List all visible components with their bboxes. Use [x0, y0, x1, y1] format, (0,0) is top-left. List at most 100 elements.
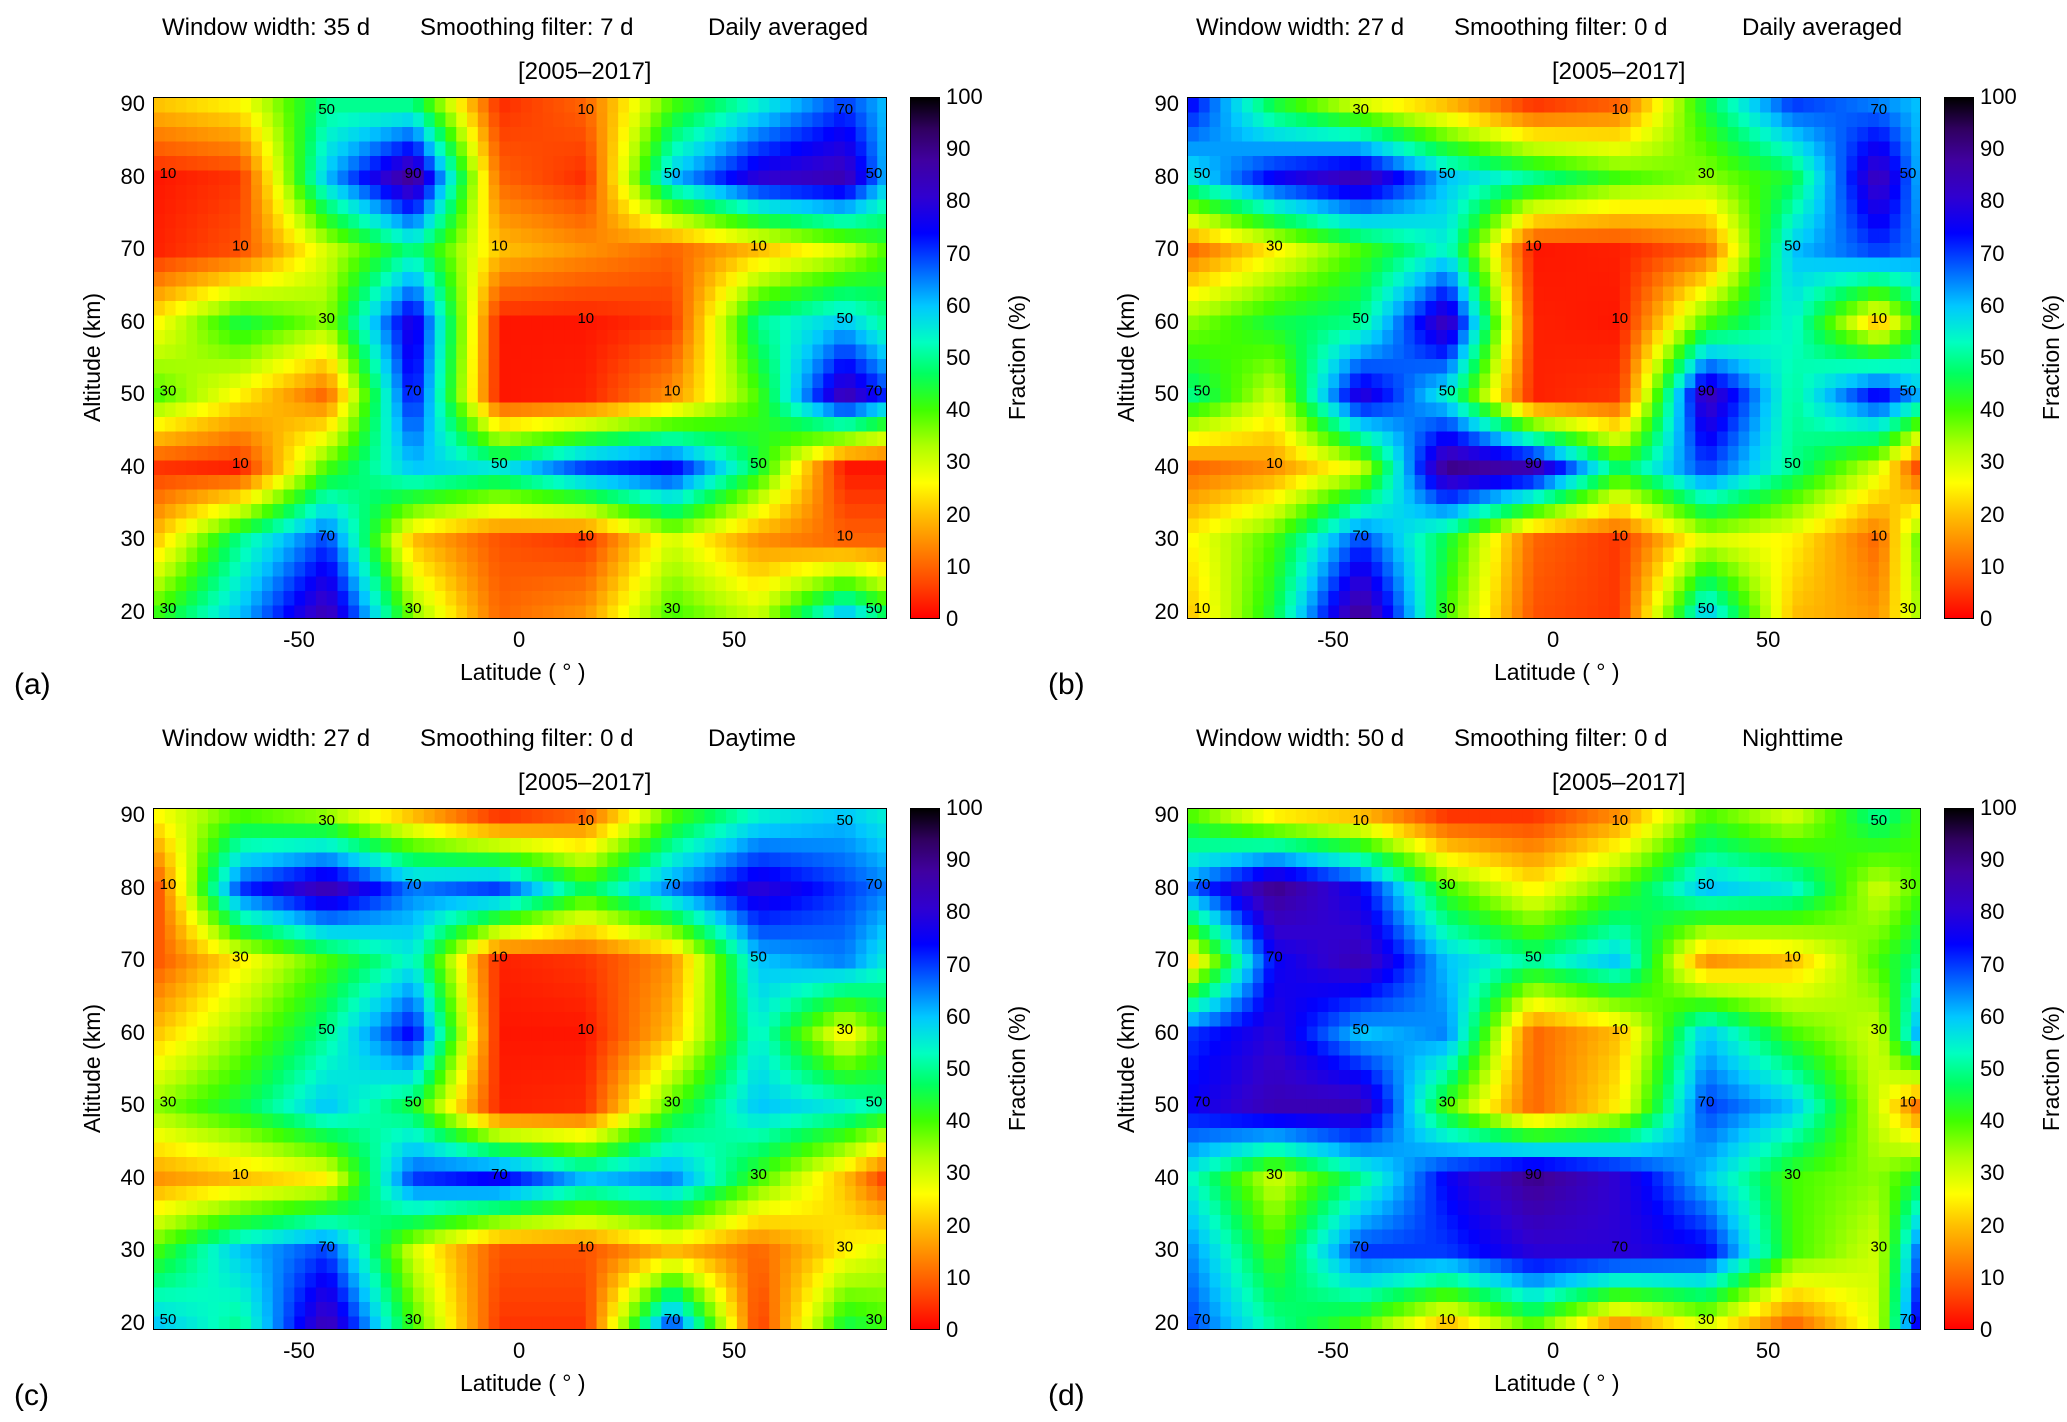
- heatmap-cell: [391, 98, 403, 114]
- heatmap-cell: [639, 301, 652, 317]
- heatmap-cell: [1662, 475, 1675, 491]
- heatmap-cell: [618, 156, 630, 172]
- heatmap-cell: [1274, 330, 1286, 346]
- heatmap-cell: [1349, 330, 1362, 346]
- heatmap-cell: [1684, 272, 1696, 288]
- heatmap-cell: [1706, 272, 1718, 288]
- heatmap-cell: [585, 373, 598, 389]
- heatmap-cell: [1360, 199, 1373, 215]
- heatmap-cell: [1911, 460, 1920, 476]
- heatmap-cell: [564, 402, 576, 418]
- heatmap-cell: [823, 518, 835, 534]
- contour-label: 30: [664, 600, 681, 617]
- heatmap-cell: [1857, 141, 1869, 157]
- heatmap-cell: [1393, 301, 1405, 317]
- heatmap-cell: [866, 228, 878, 244]
- heatmap-cell: [348, 431, 360, 447]
- heatmap-cell: [877, 504, 886, 520]
- heatmap-cell: [1317, 98, 1329, 114]
- heatmap-cell: [1382, 562, 1394, 578]
- heatmap-cell: [1209, 533, 1221, 549]
- heatmap-cell: [1468, 257, 1481, 273]
- heatmap-cell: [1684, 446, 1696, 462]
- heatmap-cell: [1630, 446, 1642, 462]
- heatmap-cell: [1695, 388, 1707, 404]
- heatmap-cell: [1198, 446, 1211, 462]
- heatmap-cell: [1371, 547, 1383, 563]
- heatmap-cell: [1436, 272, 1448, 288]
- heatmap-cell: [855, 301, 868, 317]
- heatmap-cell: [639, 286, 652, 302]
- heatmap-cell: [1727, 475, 1740, 491]
- heatmap-cell: [1857, 489, 1869, 505]
- heatmap-cell: [1652, 127, 1664, 143]
- heatmap-cell: [790, 417, 803, 433]
- heatmap-cell: [1781, 243, 1794, 259]
- heatmap-cell: [186, 199, 198, 215]
- heatmap-cell: [564, 112, 576, 128]
- heatmap-cell: [1479, 475, 1491, 491]
- heatmap-cell: [1479, 301, 1491, 317]
- heatmap-cell: [348, 272, 360, 288]
- heatmap-cell: [380, 141, 393, 157]
- heatmap-cell: [531, 112, 544, 128]
- heatmap-cell: [823, 402, 835, 418]
- contour-label: 50: [1439, 382, 1456, 399]
- heatmap-cell: [1555, 605, 1567, 618]
- heatmap-cell: [391, 156, 403, 172]
- heatmap-cell: [726, 562, 738, 578]
- heatmap-cell: [661, 315, 673, 331]
- heatmap-cell: [780, 605, 792, 618]
- heatmap-cell: [499, 431, 511, 447]
- heatmap-cell: [1403, 489, 1416, 505]
- heatmap-cell: [1511, 228, 1524, 244]
- heatmap-cell: [402, 156, 414, 172]
- heatmap-cell: [521, 112, 533, 128]
- heatmap-cell: [1630, 562, 1642, 578]
- heatmap-cell: [1695, 286, 1707, 302]
- heatmap-cell: [650, 170, 662, 186]
- heatmap-cell: [1533, 286, 1545, 302]
- heatmap-cell: [154, 359, 166, 375]
- heatmap-cell: [197, 547, 209, 563]
- heatmap-cell: [574, 243, 587, 259]
- heatmap-cell: [1285, 141, 1297, 157]
- heatmap-cell: [1662, 243, 1675, 259]
- heatmap-cell: [1403, 286, 1416, 302]
- heatmap-cell: [1673, 460, 1686, 476]
- heatmap-cell: [1241, 301, 1254, 317]
- averaging-mode-label: Daily averaged: [708, 14, 869, 41]
- heatmap-cell: [337, 257, 349, 273]
- heatmap-cell: [315, 504, 328, 520]
- heatmap-cell: [564, 272, 576, 288]
- heatmap-cell: [251, 562, 263, 578]
- heatmap-cell: [1824, 330, 1837, 346]
- heatmap-cell: [391, 214, 403, 230]
- heatmap-cell: [672, 504, 684, 520]
- y-tick-label: 40: [120, 453, 145, 479]
- heatmap-cell: [1263, 547, 1275, 563]
- heatmap-cell: [823, 547, 835, 563]
- heatmap-cell: [207, 518, 220, 534]
- heatmap-cell: [175, 228, 187, 244]
- heatmap-cell: [1576, 533, 1588, 549]
- heatmap-cell: [1252, 388, 1265, 404]
- heatmap-cell: [413, 228, 425, 244]
- contour-label: 30: [1352, 101, 1369, 118]
- heatmap-cell: [1231, 315, 1243, 331]
- heatmap-cell: [445, 156, 457, 172]
- heatmap-cell: [391, 431, 403, 447]
- heatmap-cell: [369, 489, 382, 505]
- heatmap-cell: [877, 591, 886, 607]
- heatmap-cell: [1857, 170, 1869, 186]
- heatmap-cell: [1706, 243, 1718, 259]
- heatmap-cell: [1900, 315, 1912, 331]
- heatmap-cell: [704, 431, 716, 447]
- heatmap-cell: [294, 417, 306, 433]
- heatmap-cell: [574, 460, 587, 476]
- heatmap-cell: [855, 359, 868, 375]
- heatmap-cell: [1608, 301, 1621, 317]
- heatmap-cell: [1393, 315, 1405, 331]
- heatmap-cell: [531, 460, 544, 476]
- heatmap-cell: [1716, 286, 1729, 302]
